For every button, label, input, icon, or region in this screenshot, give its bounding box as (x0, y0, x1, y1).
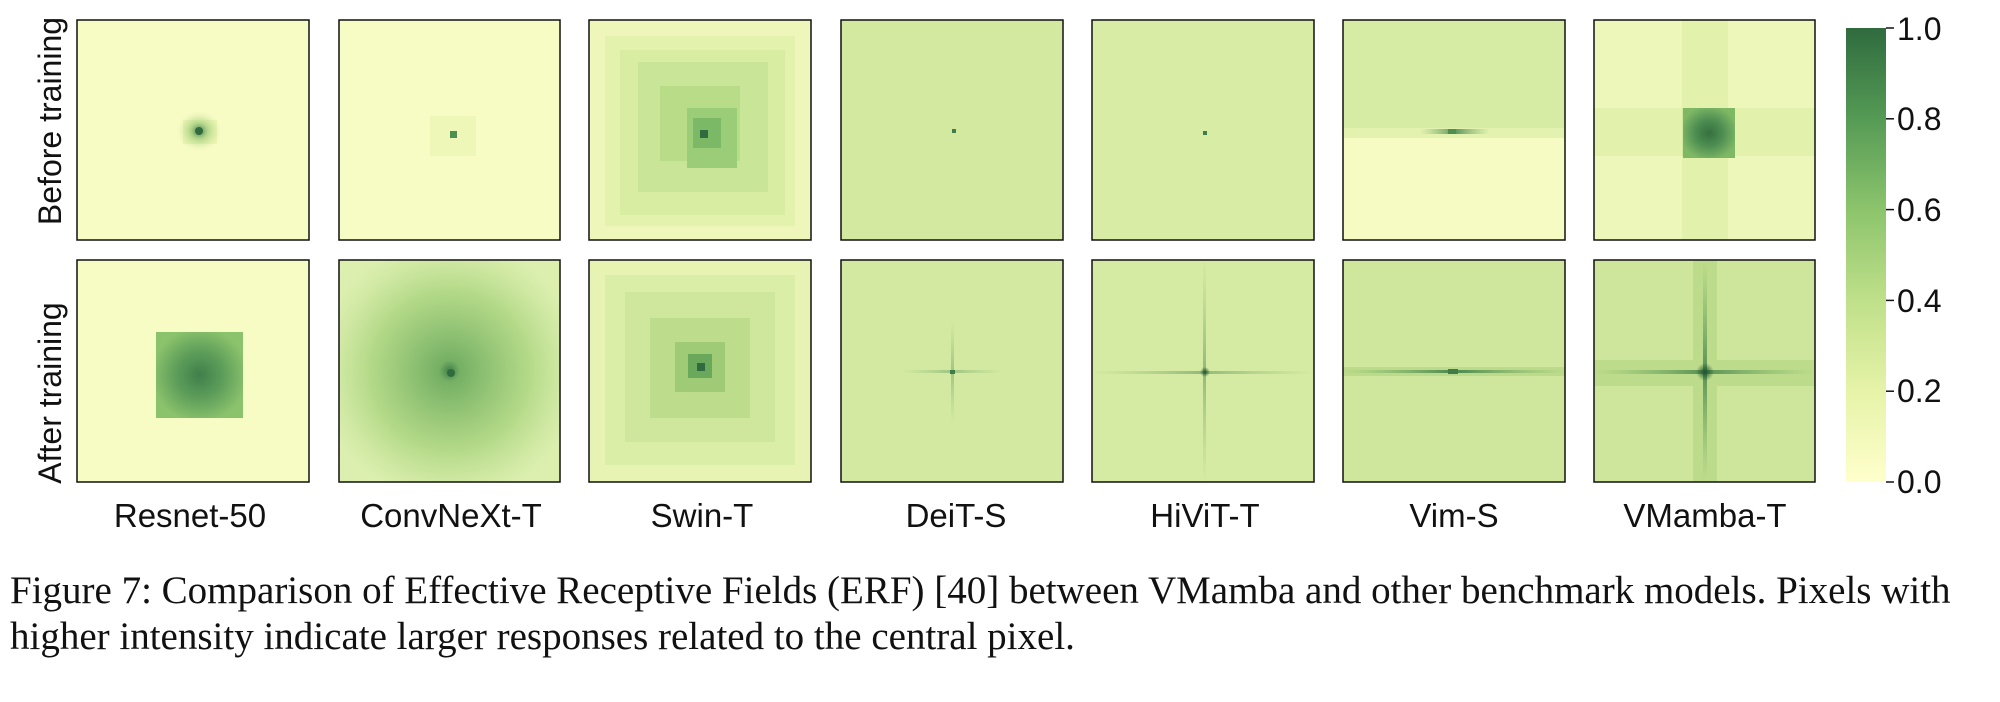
model-label-convnext: ConvNeXt-T (360, 497, 542, 534)
colorbar-gradient (1846, 28, 1886, 482)
model-label-swint: Swin-T (651, 497, 754, 534)
erf-panel-deits-after (840, 259, 1064, 483)
colorbar-tick-0-4: 0.4 (1897, 283, 1941, 319)
model-label-vmamba: VMamba-T (1623, 497, 1786, 534)
erf-panel-hivit-before (1091, 19, 1315, 241)
erf-panel-deits-before (840, 19, 1064, 241)
erf-panel-convnext-before (338, 19, 561, 241)
model-label-deits: DeiT-S (906, 497, 1007, 534)
colorbar-tick-0-6: 0.6 (1897, 192, 1941, 228)
colorbar-tick-0-8: 0.8 (1897, 101, 1941, 137)
colorbar-tick-1-0: 1.0 (1897, 11, 1941, 47)
erf-panel-swint-before (588, 19, 812, 241)
figure-caption: Figure 7: Comparison of Effective Recept… (10, 569, 1951, 658)
model-label-vims: Vim-S (1409, 497, 1498, 534)
row-label-before: Before training (32, 17, 68, 225)
erf-panel-swint-after (588, 259, 812, 483)
erf-panel-resnet50-after (76, 259, 310, 483)
colorbar-tick-0-2: 0.2 (1897, 373, 1941, 409)
erf-panel-convnext-after (338, 259, 561, 483)
row-label-after: After training (32, 302, 68, 483)
erf-panel-vims-after (1342, 259, 1566, 483)
erf-panel-resnet50-before (76, 19, 310, 241)
colorbar-tick-0-0: 0.0 (1897, 464, 1941, 500)
erf-figure: Before training After training (32, 11, 1941, 534)
erf-panel-vmamba-after (1593, 259, 1816, 483)
erf-panel-hivit-after (1091, 259, 1315, 483)
erf-panel-vims-before (1342, 19, 1566, 241)
erf-panel-vmamba-before (1593, 19, 1816, 241)
colorbar: 1.0 0.8 0.6 0.4 0.2 0.0 (1846, 11, 1941, 500)
model-label-hivit: HiViT-T (1150, 497, 1259, 534)
model-label-resnet50: Resnet-50 (114, 497, 266, 534)
